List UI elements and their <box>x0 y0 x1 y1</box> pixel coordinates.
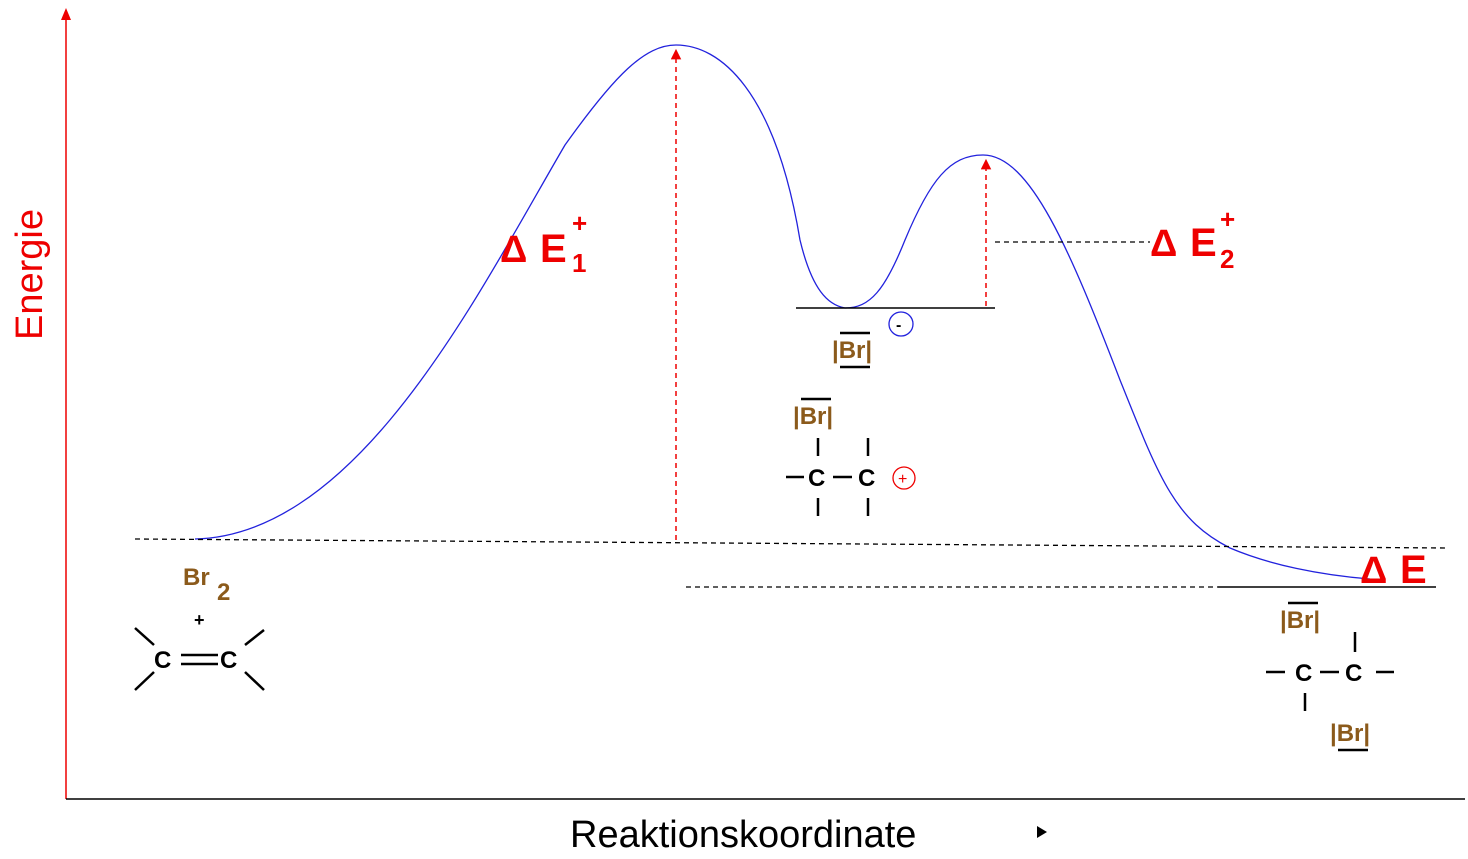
product-carbon-left: C <box>1295 660 1312 687</box>
svg-text:Δ: Δ <box>500 229 527 271</box>
y-axis-label: Energie <box>9 209 51 340</box>
reactant-br-label: Br <box>183 564 210 591</box>
bromide-ion: |Br| - <box>832 311 914 369</box>
reactant-carbon-left: C <box>154 647 171 674</box>
reactant-level-line <box>134 538 1449 549</box>
product-br-bottom: |Br| <box>1330 720 1370 747</box>
x-axis-label: Reaktionskoordinate <box>570 814 916 856</box>
bromide-label: |Br| <box>832 337 872 364</box>
carbocation-br-label: |Br| <box>793 403 833 430</box>
x-axis-arrow-icon <box>1037 826 1047 838</box>
svg-text:+: + <box>1220 204 1235 234</box>
svg-text:E: E <box>540 227 567 271</box>
svg-text:Δ: Δ <box>1360 550 1387 592</box>
svg-text:E: E <box>1190 221 1217 265</box>
carbocation-structure: |Br| C C + <box>786 397 916 516</box>
svg-text:Δ: Δ <box>1150 223 1177 265</box>
svg-text:2: 2 <box>1220 244 1234 274</box>
carbocation-carbon-right: C <box>858 465 875 492</box>
delta-e1-label: Δ E + 1 <box>500 208 587 278</box>
y-axis-arrowhead <box>61 8 71 20</box>
svg-text:+: + <box>572 208 587 238</box>
product-br-top: |Br| <box>1280 607 1320 634</box>
energy-curve <box>194 44 1371 580</box>
reactant-carbon-right: C <box>220 647 237 674</box>
product-structure: |Br| C C |Br| <box>1266 601 1394 752</box>
svg-text:1: 1 <box>572 248 586 278</box>
reactant-br-subscript: 2 <box>217 579 230 606</box>
carbocation-charge: + <box>898 471 907 488</box>
delta-e2-label: Δ E + 2 <box>1150 204 1235 274</box>
carbocation-carbon-left: C <box>808 465 825 492</box>
product-carbon-right: C <box>1345 660 1362 687</box>
svg-text:E: E <box>1400 548 1427 592</box>
reactant-structure: Br 2 + C C <box>134 564 265 691</box>
bromide-charge: - <box>896 317 901 334</box>
reactant-plus: + <box>194 610 205 630</box>
delta-e-label: Δ E <box>1360 548 1427 592</box>
